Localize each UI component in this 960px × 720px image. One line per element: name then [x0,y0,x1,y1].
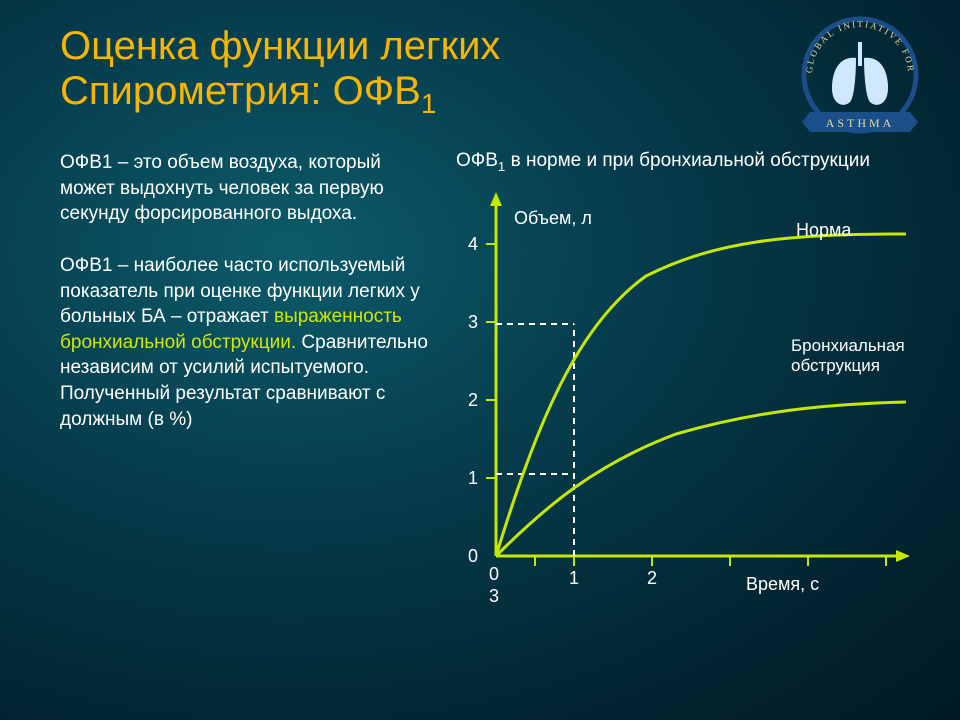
x-axis-arrow [896,550,910,562]
curve-obstr [496,402,906,556]
content-row: ОФВ1 – это объем воздуха, который может … [60,150,920,616]
chart-title: ОФВ1 в норме и при бронхиальной обструкц… [456,150,920,174]
obstr-line2: обструкция [791,356,905,376]
title-line1: Оценка функции легких [60,24,680,69]
chart-title-post: в норме и при бронхиальной обструкции [505,150,870,171]
chart-svg: 012341203 [456,186,916,616]
svg-text:4: 4 [468,234,478,254]
title-line2: Спирометрия: ОФВ1 [60,69,680,120]
chart-title-pre: ОФВ [456,150,498,171]
svg-text:1: 1 [468,468,478,488]
left-column: ОФВ1 – это объем воздуха, который может … [60,150,440,616]
lungs-icon [832,42,888,105]
slide-root: Оценка функции легких Спирометрия: ОФВ1 … [0,0,960,720]
gina-logo: GLOBAL INITIATIVE FOR ASTHMA [790,10,930,150]
y-axis-label: Объем, л [514,208,592,229]
logo-svg: GLOBAL INITIATIVE FOR ASTHMA [790,10,930,150]
svg-text:0: 0 [489,564,499,584]
logo-bottom-text: ASTHMA [826,116,895,130]
svg-text:1: 1 [569,568,579,588]
title-line2-sub: 1 [421,88,437,119]
title-line2-text: Спирометрия: ОФВ [60,69,421,113]
curve-label-obstr: Бронхиальная обструкция [791,336,905,377]
svg-text:3: 3 [468,312,478,332]
svg-text:0: 0 [468,546,478,566]
curve-norm [496,234,906,556]
x-axis-label: Время, с [746,574,819,595]
curve-label-norm: Норма [796,220,851,241]
paragraph-2: ОФВ1 – наиболее часто используемый показ… [60,253,440,432]
title-block: Оценка функции легких Спирометрия: ОФВ1 [60,24,680,120]
obstr-line1: Бронхиальная [791,336,905,356]
svg-text:3: 3 [489,586,499,606]
y-axis-arrow [490,192,502,206]
svg-text:2: 2 [647,568,657,588]
paragraph-1: ОФВ1 – это объем воздуха, который может … [60,150,440,227]
svg-text:2: 2 [468,390,478,410]
chart-column: ОФВ 1 в норме и при бронхиальной обструкц… [456,150,920,616]
chart-box: 012341203 Объем, л Норма Бронхиальная об… [456,186,916,616]
